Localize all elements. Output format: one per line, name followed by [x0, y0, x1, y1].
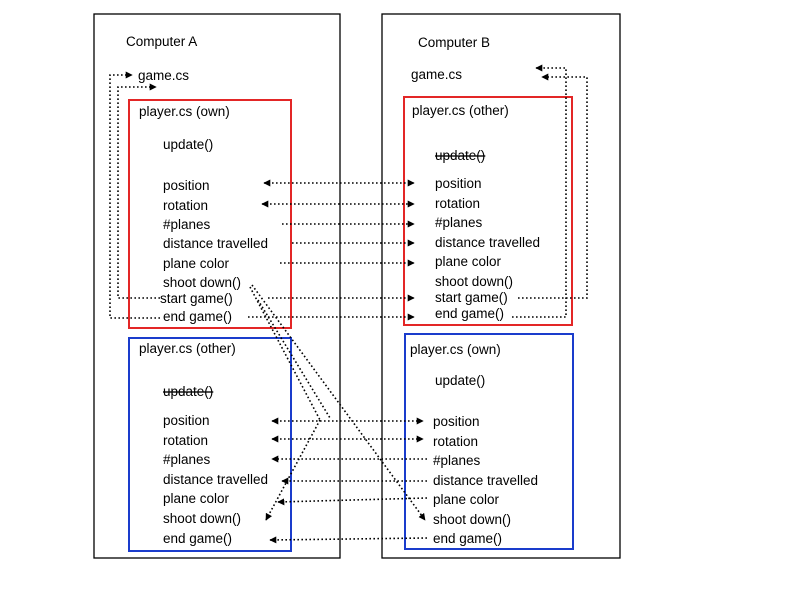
computer-b-own-planes: #planes — [433, 453, 481, 468]
computer-a-own-shoot-down: shoot down() — [163, 275, 241, 290]
computer-b-other-plane-color: plane color — [435, 254, 502, 269]
computer-b-own-header: player.cs (own) — [410, 342, 501, 357]
arrow-a-own-shoot-down-to-b-own — [251, 284, 426, 521]
computer-a-own-plane-color: plane color — [163, 256, 230, 271]
computer-b-own-plane-color: plane color — [433, 492, 500, 507]
computer-a-other-end-game: end game() — [163, 531, 232, 546]
computer-b-title: Computer B — [418, 35, 490, 50]
computer-b-box — [381, 13, 621, 559]
loop-b-end-game — [512, 64, 567, 318]
computer-a-own-end-game: end game() — [163, 309, 232, 324]
computer-b-other-update: update() — [435, 148, 485, 163]
computer-a-other-shoot-down: shoot down() — [163, 511, 241, 526]
computer-b-other-end-game: end game() — [435, 306, 504, 321]
computer-a-own-planes: #planes — [163, 217, 211, 232]
computer-a-other-plane-color: plane color — [163, 491, 230, 506]
computer-b-own-end-game: end game() — [433, 531, 502, 546]
computer-a-box — [93, 13, 341, 559]
computer-a-own-update: update() — [163, 137, 213, 152]
arrow-b-own-plane-color — [277, 497, 428, 506]
computer-b-other-start-game: start game() — [435, 290, 508, 305]
computer-a-title: Computer A — [126, 34, 197, 49]
computer-b-own-shoot-down: shoot down() — [433, 512, 511, 527]
computer-b-other-header: player.cs (other) — [412, 103, 509, 118]
computer-b-other-rotation: rotation — [435, 196, 480, 211]
computer-b-own-update: update() — [435, 373, 485, 388]
computer-b-game-file: game.cs — [411, 67, 462, 82]
computer-b-own-rotation: rotation — [433, 434, 478, 449]
computer-b-other-distance: distance travelled — [435, 235, 540, 250]
loop-a-end-game — [109, 71, 160, 319]
arrow-b-other-shoot-down-to-a-other — [249, 286, 321, 421]
computer-a-other-player-box — [128, 337, 292, 552]
computer-a-other-distance: distance travelled — [163, 472, 268, 487]
computer-a-own-position: position — [163, 178, 210, 193]
computer-a-own-player-box — [128, 99, 292, 329]
computer-a-own-rotation: rotation — [163, 198, 208, 213]
arrow-shoot-down-cross — [257, 299, 331, 419]
computer-a-other-planes: #planes — [163, 452, 211, 467]
computer-b-other-shoot-down: shoot down() — [435, 274, 513, 289]
computer-a-other-header: player.cs (other) — [139, 341, 236, 356]
computer-b-other-player-box — [403, 96, 573, 326]
arrow-b-own-end-game — [269, 536, 428, 544]
loop-a-start-game — [117, 83, 160, 299]
loop-b-start-game — [518, 73, 588, 299]
computer-a-other-update: update() — [163, 384, 213, 399]
computer-a-own-distance: distance travelled — [163, 236, 268, 251]
computer-a-game-file: game.cs — [138, 68, 189, 83]
computer-a-own-header: player.cs (own) — [139, 104, 230, 119]
computer-b-other-planes: #planes — [435, 215, 483, 230]
computer-b-own-position: position — [433, 414, 480, 429]
computer-a-own-start-game: start game() — [160, 291, 233, 306]
computer-a-other-rotation: rotation — [163, 433, 208, 448]
computer-b-other-position: position — [435, 176, 482, 191]
computer-a-other-position: position — [163, 413, 210, 428]
arrow-shoot-down-diagonal — [265, 419, 321, 521]
computer-b-own-distance: distance travelled — [433, 473, 538, 488]
